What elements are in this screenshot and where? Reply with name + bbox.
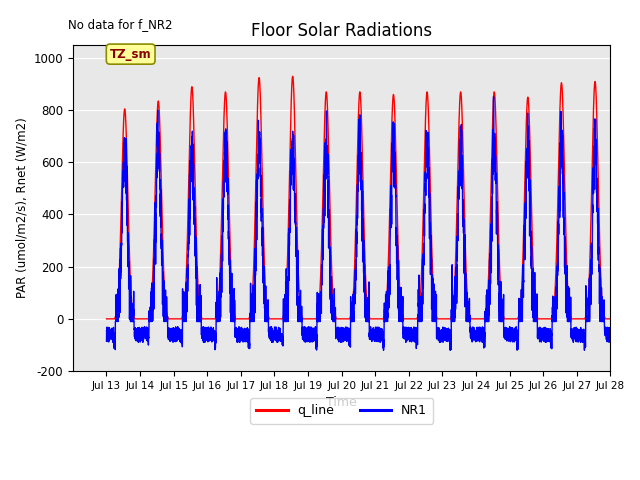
Y-axis label: PAR (umol/m2/s), Rnet (W/m2): PAR (umol/m2/s), Rnet (W/m2) [15,118,28,298]
NR1 [102,338,110,344]
q_line [471,316,479,322]
q_line [102,316,110,322]
Title: Floor Solar Radiations: Floor Solar Radiations [251,22,432,40]
NR1 [607,337,614,343]
Line: q_line: q_line [106,76,611,319]
q_line [289,73,296,79]
q_line [500,313,508,319]
Text: No data for f_NR2: No data for f_NR2 [68,18,172,32]
q_line [339,316,347,322]
NR1 [339,336,347,342]
q_line [607,316,614,322]
NR1 [444,326,451,332]
NR1 [193,319,201,324]
q_line [193,258,201,264]
Text: TZ_sm: TZ_sm [110,48,152,60]
NR1 [606,327,614,333]
Line: NR1: NR1 [106,96,611,350]
NR1 [490,94,497,99]
NR1 [500,332,508,337]
X-axis label: Time: Time [326,396,357,409]
q_line [602,316,609,322]
Legend: q_line, NR1: q_line, NR1 [250,398,433,424]
NR1 [471,337,479,343]
q_line [444,316,451,322]
q_line [606,316,614,322]
NR1 [380,348,387,353]
